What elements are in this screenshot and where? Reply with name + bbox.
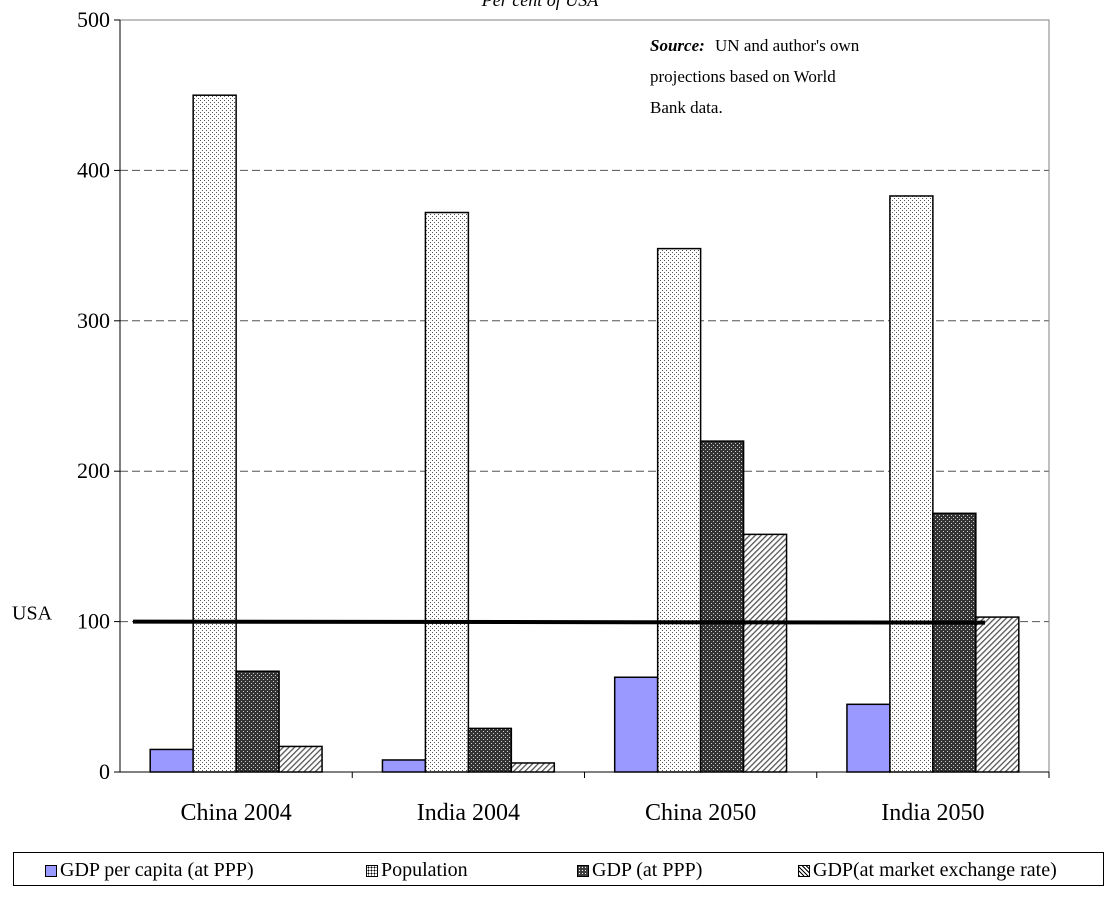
y-tick-label: 100 [77,609,110,634]
source-line-3: Bank data. [650,98,723,117]
usa-reference-line [132,619,986,625]
x-tick-label: India 2050 [881,800,984,826]
bar-gdp-mer [975,616,1020,773]
bar-population [424,211,470,773]
bar-chart: USA 0 100 200 300 400 500 China 2004 India 2004… [12,0,1050,826]
legend-swatch-gdp-per-capita [45,864,57,877]
legend-label-gdp-per-capita: GDP per capita (at PPP) [60,859,254,881]
legend-item-gdp-mer: GDP(at market exchange rate) [798,859,1057,882]
source-label: Source: [650,36,705,55]
bar-gdp-ppp [467,727,513,773]
legend-item-gdp-ppp: GDP (at PPP) [577,859,702,882]
bar-gdp-per-capita [846,703,891,773]
x-tick-label: China 2050 [645,800,756,826]
bar-gdp-mer [510,762,556,773]
svg-text:Source: UN and author's: Source: UN and author's own [650,36,860,55]
x-tick-label: China 2004 [180,800,291,826]
legend-swatch-gdp-mer [798,864,810,877]
bar-gdp-ppp [235,670,280,773]
legend-swatch-population [366,864,378,877]
source-line-1: UN and author's own [715,36,860,55]
legend-item-population: Population [366,859,468,882]
x-tick-label: India 2004 [417,800,520,826]
bar-gdp-ppp [699,440,745,773]
legend-item-gdp-per-capita: GDP per capita (at PPP) [45,859,254,882]
bar-population [889,195,934,773]
bar-gdp-ppp [932,512,977,773]
y-tick-label: 200 [77,458,110,483]
bar-gdp-per-capita [613,676,659,773]
bar-population [656,247,702,773]
legend-label-population: Population [381,859,468,881]
legend-label-gdp-ppp: GDP (at PPP) [592,859,703,881]
axes: 0 100 200 300 400 500 China 2004 India 2004 Chin… [77,7,1050,826]
bar-gdp-mer [742,533,788,773]
bar-population [192,94,237,773]
source-annotation: Source: UN and author's own projections … [650,36,860,117]
bar-gdp-mer [278,745,323,773]
bars [149,94,1020,773]
usa-reference-label: USA [12,603,53,625]
y-tick-label: 400 [77,157,110,182]
bar-gdp-per-capita [149,748,194,773]
y-tick-label: 500 [77,7,110,32]
source-line-2: projections based on World [650,67,836,86]
y-tick-label: 300 [77,308,110,333]
chart-title: Per cent of USA [481,0,599,10]
y-tick-label: 0 [99,759,110,784]
legend: GDP per capita (at PPP) Population GDP (… [13,852,1104,886]
legend-label-gdp-mer: GDP(at market exchange rate) [813,859,1057,881]
bar-gdp-per-capita [381,759,427,773]
legend-swatch-gdp-ppp [577,864,589,877]
